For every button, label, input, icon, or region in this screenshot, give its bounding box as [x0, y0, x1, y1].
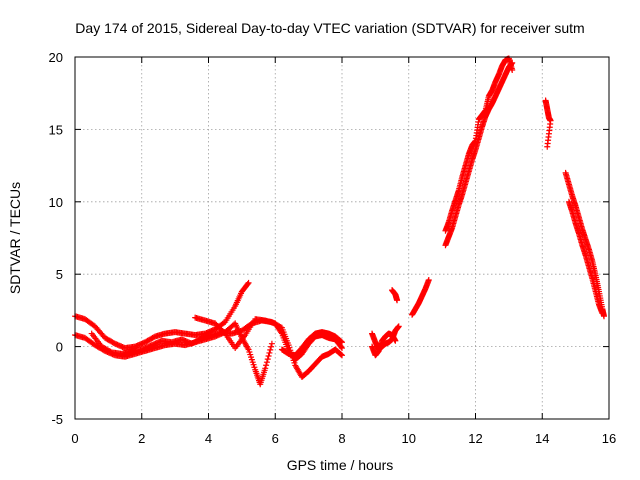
x-tick-label: 2	[138, 431, 145, 446]
x-tick-label: 10	[402, 431, 416, 446]
x-tick-label: 8	[338, 431, 345, 446]
data-point	[392, 337, 399, 344]
x-tick-label: 16	[602, 431, 616, 446]
y-tick-label: 10	[49, 195, 63, 210]
series-trace-e	[278, 329, 345, 359]
data-point	[599, 310, 606, 317]
data-point	[264, 356, 271, 363]
data-point	[339, 345, 345, 352]
x-tick-label: 6	[272, 431, 279, 446]
y-tick-label: 0	[56, 340, 63, 355]
data-point	[394, 297, 401, 304]
data-point	[220, 329, 227, 336]
data-point	[244, 280, 251, 287]
series-trace-j	[442, 59, 516, 249]
data-point	[267, 346, 274, 353]
data-point	[339, 352, 345, 359]
data-point	[509, 67, 516, 74]
y-tick-label: 15	[49, 122, 63, 137]
series-trace-l	[542, 97, 554, 150]
chart-title: Day 174 of 2015, Sidereal Day-to-day VTE…	[75, 20, 584, 36]
x-tick-label: 12	[468, 431, 482, 446]
data-point	[544, 143, 551, 150]
data-point	[266, 349, 273, 356]
series-trace-m	[562, 169, 607, 320]
data-point	[395, 323, 402, 330]
data-point	[245, 279, 252, 286]
data-point	[268, 340, 275, 347]
data-point	[262, 365, 269, 372]
x-tick-label: 14	[535, 431, 549, 446]
data-point	[425, 276, 432, 283]
y-tick-label: 20	[49, 50, 63, 65]
x-axis-label: GPS time / hours	[287, 457, 394, 473]
data-point	[338, 338, 345, 345]
data-point	[263, 359, 270, 366]
data-point	[339, 339, 345, 346]
series-trace-i	[409, 276, 432, 318]
data-point	[338, 343, 345, 350]
y-tick-label: -5	[51, 412, 63, 427]
data-point	[268, 343, 275, 350]
data-point	[263, 362, 270, 369]
y-axis-label: SDTVAR / TECUs	[7, 182, 23, 294]
data-point	[278, 329, 285, 336]
y-tick-label: 5	[56, 267, 63, 282]
axis-ticks: 0 2 4 6 8 10 12 14 16 -5 0 5 10 15 20	[49, 50, 617, 446]
series-trace-n	[565, 198, 606, 317]
x-tick-label: 0	[71, 431, 78, 446]
x-tick-label: 4	[205, 431, 212, 446]
series-trace-g	[369, 330, 399, 359]
series-trace-k	[442, 55, 516, 234]
data-point	[265, 353, 272, 360]
plot-frame	[74, 56, 610, 420]
series-trace-h	[389, 287, 401, 304]
grid	[75, 57, 609, 419]
data-marks	[72, 55, 607, 388]
data-point	[338, 351, 345, 358]
